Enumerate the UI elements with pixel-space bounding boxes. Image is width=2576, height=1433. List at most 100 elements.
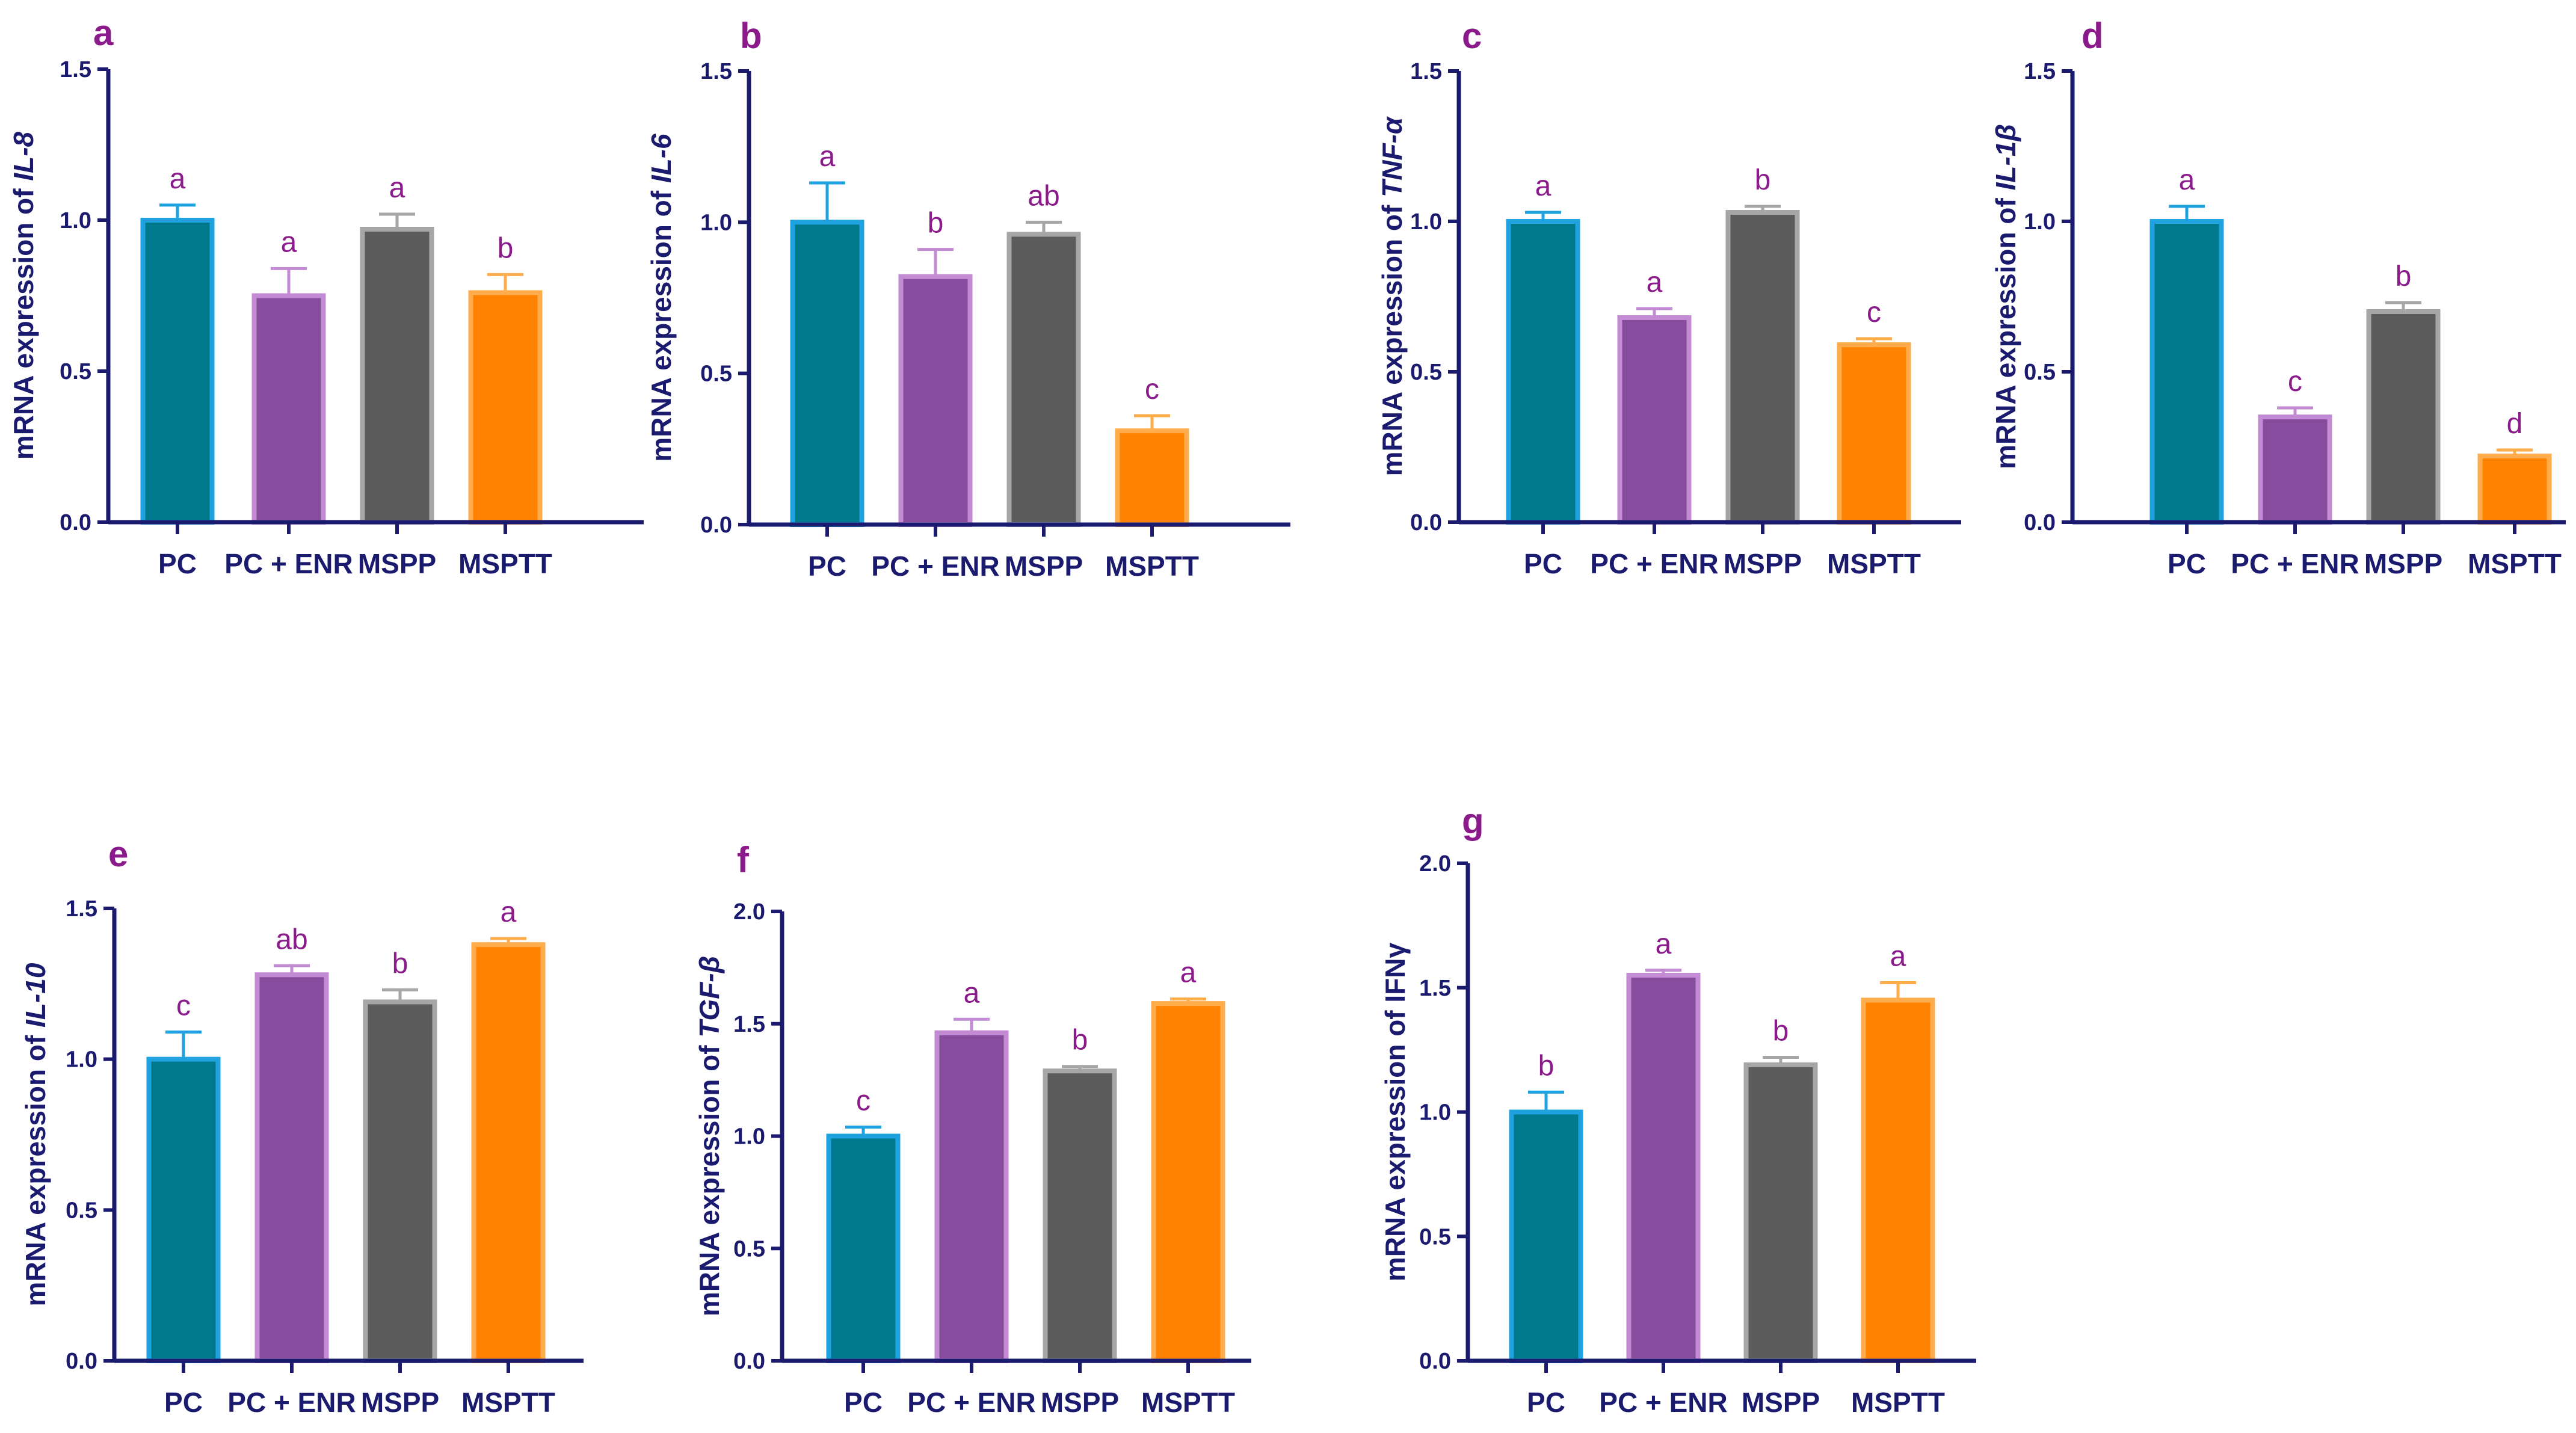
significance-label: b [498, 232, 514, 264]
significance-label: c [176, 990, 191, 1022]
significance-label: a [170, 163, 186, 195]
y-axis-label: mRNA expression of IFNγ [1379, 942, 1411, 1281]
significance-label: b [1773, 1015, 1789, 1047]
y-axis-label-prefix: mRNA expression of [1376, 197, 1408, 476]
category-label: PC + ENR [907, 1387, 1035, 1418]
significance-label: a [1180, 957, 1197, 989]
bar-msptt [1837, 342, 1911, 525]
y-tick-label: 1.0 [1410, 209, 1442, 235]
y-tick-label: 0.5 [700, 362, 732, 387]
y-tick-label: 1.5 [700, 59, 732, 84]
significance-label: ab [1028, 180, 1059, 212]
significance-label: b [2396, 260, 2412, 292]
y-tick-label: 0.0 [733, 1349, 765, 1374]
y-tick-label: 1.5 [1419, 976, 1451, 1001]
y-tick-label: 0.0 [700, 513, 732, 538]
panel-e: e c PC ab PC + ENR b MSPP a MSPTT 0.0 0.5 1.0 1.5 mRN… [20, 834, 584, 1418]
category-label: MSPTT [1105, 550, 1199, 582]
panel-letter-d: d [2081, 16, 2104, 56]
y-tick-label: 0.5 [60, 359, 91, 384]
panel-f: f c PC a PC + ENR b MSPP a MSPTT 0.0 0.5 1.0 1.5 2.0 m… [694, 840, 1251, 1418]
category-label: MSPP [361, 1387, 439, 1418]
y-axis-label: mRNA expression of IL-6 [646, 134, 677, 462]
panel-a: a a PC a PC + ENR a MSPP b MSPTT 0.0 0.5 1.0 1.5 mRNA… [8, 13, 644, 579]
y-tick-label: 2.0 [733, 899, 765, 925]
category-label: MSPTT [461, 1387, 555, 1418]
category-label: PC [158, 548, 197, 579]
bar-msptt [1115, 428, 1189, 527]
category-label: PC + ENR [871, 550, 999, 582]
y-tick-label: 1.5 [733, 1012, 765, 1037]
panel-c: c a PC a PC + ENR b MSPP c MSPTT 0.0 0.5 1.0 1.5 mRNA… [1376, 16, 1961, 579]
y-axis-label: mRNA expression of TNF-α [1376, 116, 1408, 476]
category-label: PC + ENR [1599, 1387, 1727, 1418]
y-tick-label: 0.5 [2024, 360, 2056, 385]
y-tick-label: 0.0 [66, 1349, 97, 1374]
bar-mspp [360, 227, 434, 525]
bar-pc [790, 220, 864, 527]
significance-label: c [2288, 366, 2302, 398]
y-axis-label-prefix: mRNA expression of [20, 1028, 51, 1307]
y-axis-label-gene: TGF-β [694, 956, 725, 1038]
panel-letter-b: b [740, 16, 762, 56]
bar-mspp [1725, 210, 1800, 525]
bar-mspp [1743, 1062, 1818, 1364]
category-label: PC [164, 1387, 203, 1418]
panel-g: g b PC a PC + ENR b MSPP a MSPTT 0.0 0.5 1.0 1.5 2.0 m… [1379, 801, 1976, 1418]
y-tick-label: 0.5 [1410, 360, 1442, 385]
y-axis-label: mRNA expression of TGF-β [694, 956, 725, 1316]
category-label: PC [844, 1387, 883, 1418]
bar-pc-enr [1617, 315, 1692, 525]
significance-label: a [964, 977, 980, 1009]
y-tick-label: 1.5 [60, 57, 91, 82]
significance-label: c [1145, 374, 1159, 405]
y-tick-label: 0.0 [60, 510, 91, 535]
y-tick-label: 1.5 [1410, 59, 1442, 84]
bar-msptt [1861, 997, 1935, 1364]
bar-mspp [1006, 232, 1081, 527]
y-tick-label: 1.0 [2024, 209, 2056, 235]
significance-label: c [1867, 297, 1881, 328]
category-label: MSPTT [2468, 548, 2562, 579]
significance-label: a [1647, 267, 1663, 298]
y-tick-label: 0.0 [1419, 1349, 1451, 1374]
bar-msptt [1151, 1001, 1225, 1363]
category-label: PC + ENR [2231, 548, 2359, 579]
y-tick-label: 0.0 [1410, 510, 1442, 535]
significance-label: a [1890, 940, 1906, 972]
significance-label: a [1535, 170, 1551, 202]
y-axis-label: mRNA expression of IL-10 [20, 963, 51, 1306]
y-axis-label-gene: IL-6 [646, 134, 677, 183]
bar-msptt [468, 290, 543, 525]
y-axis-label: mRNA expression of IL-1β [1990, 124, 2021, 469]
category-label: MSPTT [1827, 548, 1921, 579]
category-label: MSPP [1724, 548, 1802, 579]
category-label: PC [808, 550, 846, 582]
significance-label: a [2179, 164, 2195, 196]
significance-label: b [928, 208, 944, 239]
panel-letter-g: g [1462, 801, 1484, 841]
category-label: PC + ENR [227, 1387, 356, 1418]
bar-pc [146, 1056, 221, 1363]
y-axis-label-prefix: mRNA expression of [694, 1038, 725, 1317]
y-tick-label: 1.0 [66, 1047, 97, 1073]
bar-pc-enr [254, 972, 329, 1363]
category-label: PC [1527, 1387, 1565, 1418]
significance-label: ab [276, 923, 307, 955]
category-label: MSPP [1005, 550, 1083, 582]
y-tick-label: 1.0 [60, 208, 91, 233]
panel-b: b a PC b PC + ENR ab MSPP c MSPTT 0.0 0.5 1.0 1.5 mRN… [646, 16, 1290, 582]
category-label: MSPP [1742, 1387, 1820, 1418]
panel-letter-f: f [737, 840, 750, 880]
significance-label: b [1072, 1025, 1088, 1056]
bar-pc [2149, 219, 2224, 525]
significance-label: b [1538, 1050, 1555, 1082]
significance-label: a [501, 896, 517, 928]
bar-mspp [363, 999, 437, 1363]
y-axis-label: mRNA expression of IL-8 [8, 131, 39, 460]
y-tick-label: 0.5 [1419, 1224, 1451, 1250]
panel-letter-a: a [93, 13, 114, 53]
category-label: MSPTT [1141, 1387, 1235, 1418]
bar-msptt [471, 942, 546, 1364]
